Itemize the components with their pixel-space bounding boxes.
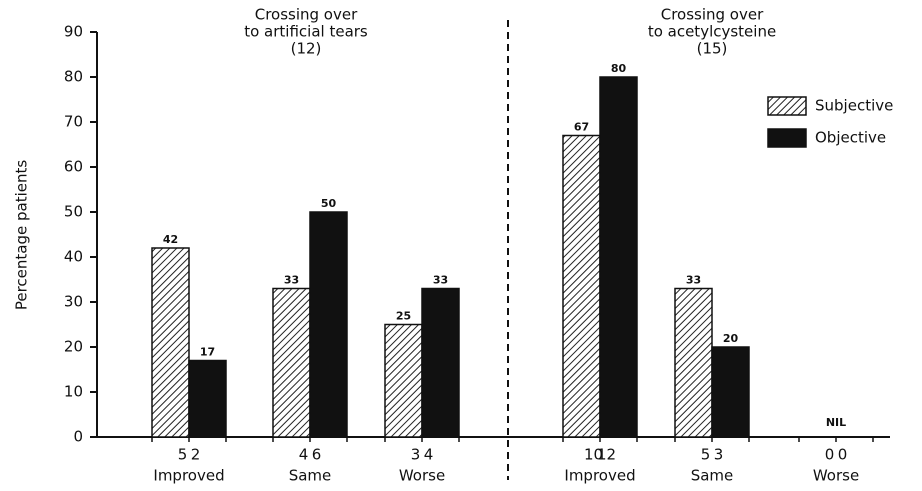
y-tick-label: 80 xyxy=(64,68,83,86)
y-tick-label: 70 xyxy=(64,113,83,131)
panel-title: Crossing over xyxy=(661,6,764,24)
bar xyxy=(599,76,638,438)
value-label: 33 xyxy=(284,274,299,287)
panel-title: to artificial tears xyxy=(244,23,368,41)
count-label: 3 xyxy=(411,446,421,464)
value-label: 33 xyxy=(686,274,701,287)
count-label: 4 xyxy=(299,446,309,464)
bar xyxy=(562,134,601,438)
value-label: 33 xyxy=(433,274,448,287)
legend-label: Objective xyxy=(815,129,886,147)
x-tick-label: Same xyxy=(289,467,332,485)
bar xyxy=(272,287,311,438)
y-tick-label: 0 xyxy=(73,428,83,446)
bar xyxy=(674,287,713,438)
y-tick-label: 90 xyxy=(64,23,83,41)
panel-title: (15) xyxy=(697,40,728,58)
value-label: 20 xyxy=(723,332,739,345)
count-label: 4 xyxy=(424,446,434,464)
panel-title: (12) xyxy=(291,40,322,58)
bar xyxy=(421,287,460,438)
y-tick-label: 60 xyxy=(64,158,83,176)
bar xyxy=(309,211,348,438)
value-label: 17 xyxy=(200,346,215,359)
legend-swatch xyxy=(767,96,807,116)
value-label: 25 xyxy=(396,310,411,323)
value-label: 80 xyxy=(611,62,627,75)
count-label: 0 xyxy=(838,446,848,464)
y-tick-label: 30 xyxy=(64,293,83,311)
y-tick-label: 20 xyxy=(64,338,83,356)
bar xyxy=(384,323,423,438)
count-label: 12 xyxy=(597,446,616,464)
count-label: 3 xyxy=(714,446,724,464)
value-label: 67 xyxy=(574,121,589,134)
panel-title: Crossing over xyxy=(255,6,358,24)
x-tick-label: Improved xyxy=(153,467,224,485)
panel-title: to acetylcysteine xyxy=(648,23,776,41)
value-label: 42 xyxy=(163,233,178,246)
x-tick-label: Same xyxy=(691,467,734,485)
annotation: NIL xyxy=(826,416,846,429)
y-tick-label: 50 xyxy=(64,203,83,221)
count-label: 5 xyxy=(701,446,711,464)
x-tick-label: Worse xyxy=(813,467,859,485)
bar xyxy=(711,346,750,438)
count-label: 5 xyxy=(178,446,188,464)
y-tick-label: 10 xyxy=(64,383,83,401)
count-label: 0 xyxy=(825,446,835,464)
y-axis-label: Percentage patients xyxy=(13,160,31,311)
count-label: 10 xyxy=(584,446,603,464)
x-tick-label: Improved xyxy=(564,467,635,485)
y-tick-label: 40 xyxy=(64,248,83,266)
x-tick-label: Worse xyxy=(399,467,445,485)
count-label: 2 xyxy=(191,446,201,464)
count-label: 6 xyxy=(312,446,322,464)
bar xyxy=(151,247,190,438)
bar xyxy=(188,359,227,438)
legend-label: Subjective xyxy=(815,97,893,115)
value-label: 50 xyxy=(321,197,337,210)
legend-swatch xyxy=(767,128,807,148)
